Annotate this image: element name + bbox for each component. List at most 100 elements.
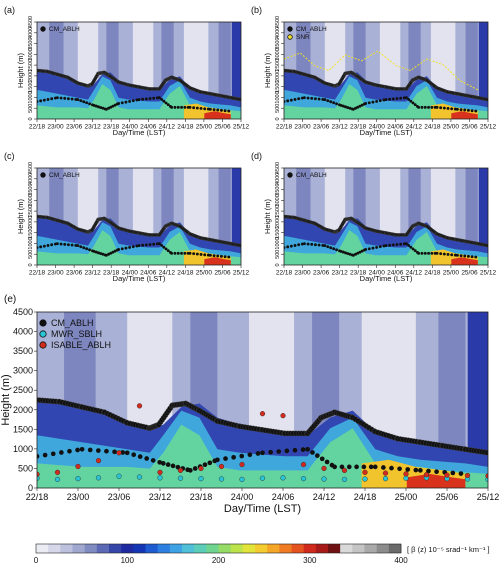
isable-ablh-point — [239, 461, 245, 468]
cm-ablh-point — [208, 253, 212, 257]
backscatter-field — [37, 22, 241, 119]
y-tick-label: 3000 — [13, 366, 33, 376]
cm-ablh-point — [418, 468, 423, 473]
cm-ablh-point — [55, 96, 59, 100]
x-tick-label: 24/18 — [177, 270, 194, 277]
colorbar-swatch — [48, 544, 61, 553]
cm-ablh-point — [405, 467, 411, 472]
cm-ablh-point — [180, 251, 183, 255]
colorbar: 0 100 200 300 400 [ β (z) 10⁻⁵ srad⁻¹ km⁻¹ ] — [34, 543, 490, 565]
cm-ablh-point — [276, 449, 282, 454]
isable-ablh-point — [403, 471, 409, 477]
cm-ablh-point — [42, 244, 46, 248]
cm-ablh-point — [413, 467, 419, 473]
cm-ablh-point — [354, 252, 358, 256]
cm-ablh-point — [351, 253, 355, 257]
isable-ablh-point — [423, 472, 430, 478]
cm-ablh-point — [79, 245, 83, 249]
x-tick-label: 23/06 — [108, 492, 131, 502]
cm-ablh-point — [113, 249, 117, 253]
x-tick-label: 25/12 — [480, 270, 497, 277]
y-tick-label: 4000 — [275, 27, 281, 39]
cm-ablh-point — [55, 242, 59, 246]
cm-ablh-point — [99, 106, 103, 109]
cm-ablh-point — [165, 462, 171, 467]
y-tick-label: 2500 — [28, 205, 34, 217]
mwr-sblh-point — [37, 475, 40, 481]
x-tick-label: 25/12 — [480, 124, 497, 131]
x-tick-label: 25/12 — [477, 492, 500, 502]
legend-marker — [287, 172, 293, 178]
cm-ablh-point — [395, 243, 399, 246]
peak-backscatter-field — [406, 473, 466, 488]
x-tick-label: 24/00 — [122, 124, 139, 131]
y-tick-label: 1000 — [13, 444, 33, 454]
cm-ablh-point — [120, 450, 126, 455]
isable-ablh-point — [37, 471, 40, 477]
cm-ablh-point — [107, 106, 111, 110]
cm-ablh-point — [360, 249, 364, 253]
cm-ablh-point — [170, 463, 176, 469]
cm-ablh-point — [188, 105, 192, 109]
plot-frame — [283, 167, 489, 266]
cm-ablh-point — [427, 105, 430, 109]
x-tick-label: 25/06 — [461, 124, 478, 131]
x-tick-label: 22/18 — [276, 270, 293, 277]
colorbar-swatch — [157, 544, 171, 553]
cm-ablh-point — [300, 447, 306, 452]
mwr-sblh-point — [116, 473, 122, 479]
cm-ablh-point — [367, 247, 371, 251]
x-tick-label: 23/12 — [331, 124, 348, 131]
colorbar-swatch — [303, 544, 317, 553]
cm-ablh-point — [439, 106, 443, 110]
legend-label: ISABLE_ABLH — [51, 340, 111, 350]
y-tick-label: 4000 — [275, 173, 281, 185]
y-tick-label: 0 — [28, 483, 33, 493]
x-tick-label: 23/18 — [103, 124, 120, 131]
cm-ablh-point — [329, 100, 333, 104]
colorbar-swatch — [242, 544, 256, 553]
cm-ablh-point — [137, 244, 141, 248]
cm-ablh-point — [367, 101, 371, 105]
cm-ablh-point — [39, 245, 43, 249]
cm-ablh-point — [79, 446, 85, 452]
cm-ablh-point — [302, 242, 306, 246]
cm-ablh-point — [323, 98, 327, 102]
cm-ablh-point — [485, 97, 488, 102]
cm-ablh-point — [227, 255, 231, 259]
colorbar-swatch — [315, 544, 329, 553]
x-tick-label: 24/12 — [159, 270, 176, 277]
cm-ablh-point — [384, 98, 388, 102]
cm-ablh-point — [435, 251, 439, 255]
y-tick-label: 2000 — [275, 216, 281, 228]
cm-ablh-point — [239, 453, 245, 459]
cm-ablh-point — [284, 448, 290, 454]
cm-ablh-point — [356, 251, 360, 255]
x-axis-label: Day/Time (LST) — [113, 274, 166, 283]
cm-ablh-point — [306, 96, 310, 100]
isable-ablh-point — [259, 411, 266, 417]
cm-ablh-point — [399, 242, 403, 246]
cm-ablh-point — [150, 458, 156, 463]
isable-ablh-point — [300, 461, 307, 468]
y-tick-label: 3000 — [275, 194, 281, 206]
cm-ablh-point — [120, 101, 124, 105]
colorbar-swatch — [340, 544, 353, 553]
x-tick-label: 24/00 — [122, 270, 139, 277]
colorbar-swatch — [60, 544, 73, 553]
cm-ablh-point — [162, 99, 166, 103]
y-tick-label: 1500 — [275, 227, 281, 239]
cm-ablh-point — [358, 250, 362, 254]
x-tick-label: 23/00 — [294, 124, 311, 131]
cm-ablh-point — [326, 99, 330, 103]
cm-ablh-point — [335, 248, 338, 252]
cm-ablh-point — [310, 242, 314, 246]
x-tick-label: 24/12 — [159, 124, 176, 131]
isable-ablh-point — [218, 463, 225, 470]
panel-label: (a) — [4, 5, 15, 15]
legend-label: CM_ABLH — [296, 26, 327, 33]
colorbar-swatch — [388, 544, 402, 553]
y-tick-label: 4500 — [275, 16, 281, 28]
plot-frame — [36, 21, 242, 120]
cm-ablh-point — [160, 243, 164, 247]
